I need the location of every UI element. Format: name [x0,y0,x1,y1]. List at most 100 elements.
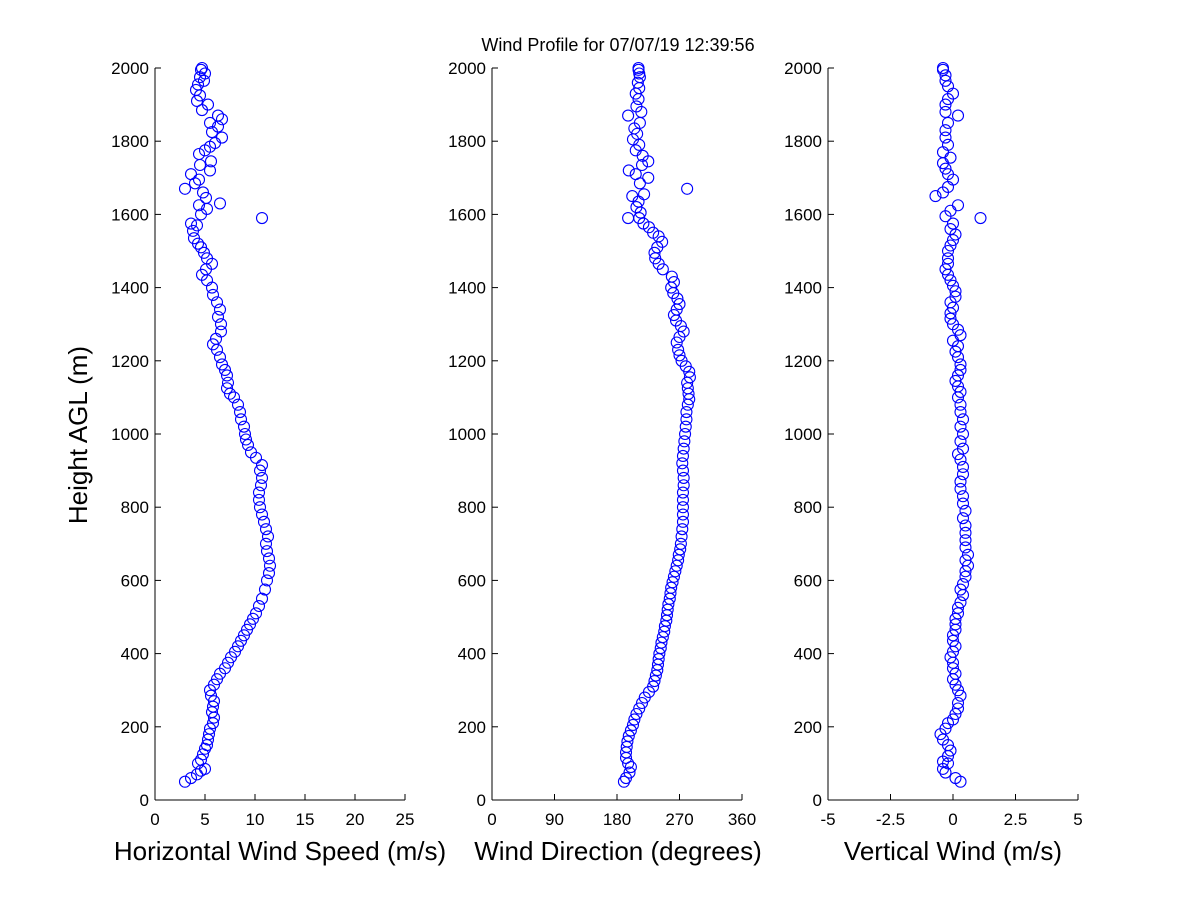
speed-data-point [257,515,271,528]
direction-data-point [665,581,678,594]
direction-data-point [630,707,643,721]
vertical-data-point [944,274,957,287]
speed-data-point [220,382,234,395]
vertical-data-point [954,689,967,702]
speed-data-point [214,325,228,338]
speed-data-point [255,592,269,605]
speed-data-point [255,508,269,521]
speed-data-point [255,212,269,225]
speed-data-point [259,537,273,550]
direction-y-tick-label: 200 [458,718,486,737]
vertical-data-point [939,105,952,118]
vertical-data-point [951,199,965,212]
vertical-x-tick-label: -5 [820,810,835,829]
vertical-data-point [954,435,967,448]
vertical-data-point [954,385,967,398]
direction-data-point [667,276,680,289]
speed-data-point [211,310,225,323]
direction-data-point [676,515,690,528]
direction-data-point [630,100,643,113]
direction-data-point [667,308,680,322]
direction-data-point [633,702,646,715]
direction-data-point [676,501,690,514]
vertical-data-point [941,244,955,258]
speed-y-tick-label: 0 [140,791,149,810]
speed-data-point [194,241,208,254]
vertical-data-point [954,363,967,377]
speed-data-point [204,155,218,168]
direction-data-point [624,761,637,774]
direction-data-point [673,298,686,311]
direction-data-point [667,570,680,583]
speed-data-point [261,530,275,543]
vertical-data-point [951,696,965,710]
vertical-data-point [929,190,942,203]
speed-data-point [197,74,211,87]
vertical-data-point [954,583,967,596]
speed-data-point [233,405,247,419]
vertical-data-point [956,442,970,455]
vertical-y-tick-label: 0 [813,791,822,810]
direction-y-tick-label: 2000 [448,59,486,78]
direction-data-point [666,576,679,589]
direction-data-point [676,457,689,470]
speed-y-tick-label: 1000 [111,425,149,444]
vertical-y-tick-label: 800 [794,498,822,517]
direction-data-point [673,349,686,362]
direction-data-point [677,479,690,492]
direction-data-point [635,158,649,172]
direction-x-tick-label: 360 [728,810,756,829]
speed-y-tick-label: 600 [121,571,149,590]
speed-data-point [263,559,277,572]
speed-x-axis-label: Horizontal Wind Speed (m/s) [114,836,446,866]
direction-y-tick-label: 600 [458,571,486,590]
direction-data-point [621,735,634,748]
speed-data-point [184,217,198,230]
speed-data-point [178,775,192,788]
direction-data-point [677,325,690,338]
vertical-data-point [959,504,972,517]
vertical-data-point [946,217,960,230]
direction-y-tick-label: 400 [458,645,486,664]
speed-data-point [260,574,274,587]
speed-data-point [203,164,217,177]
speed-y-tick-label: 400 [121,645,149,664]
direction-data-point [676,486,690,499]
direction-data-point [675,354,688,367]
speed-panel: Horizontal Wind Speed (m/s) 020040060080… [111,59,446,866]
direction-data-point [624,724,637,737]
vertical-x-tick-label: 0 [948,810,957,829]
vertical-data-point [954,358,967,371]
speed-data-point [244,446,258,459]
speed-x-tick-label: 25 [396,810,415,829]
speed-y-tick-label: 1400 [111,279,149,298]
speed-data-point [190,219,204,232]
vertical-y-tick-label: 600 [794,571,822,590]
direction-data-point [632,61,645,75]
speed-data-point [184,771,198,785]
direction-y-tick-label: 1600 [448,205,486,224]
direction-data-point [623,766,636,779]
vertical-data-point [959,526,972,539]
speed-data-point [194,63,208,76]
direction-data-point [626,718,640,732]
speed-data-point [211,109,225,122]
speed-data-point [221,376,235,389]
speed-y-tick-label: 1600 [111,205,149,224]
vertical-y-tick-label: 1000 [784,425,822,444]
direction-data-point [648,674,661,688]
speed-y-tick-label: 1800 [111,132,149,151]
vertical-y-tick-label: 1200 [784,352,822,371]
direction-data-point [630,201,643,214]
speed-data-point [202,728,216,741]
vertical-y-tick-label: 200 [794,718,822,737]
vertical-data-point [939,162,952,175]
vertical-data-point [959,554,972,567]
direction-data-point [622,109,635,122]
speed-data-point [252,486,266,499]
vertical-data-point [946,713,960,726]
vertical-data-point [944,222,957,236]
speed-x-tick-label: 15 [296,810,315,829]
